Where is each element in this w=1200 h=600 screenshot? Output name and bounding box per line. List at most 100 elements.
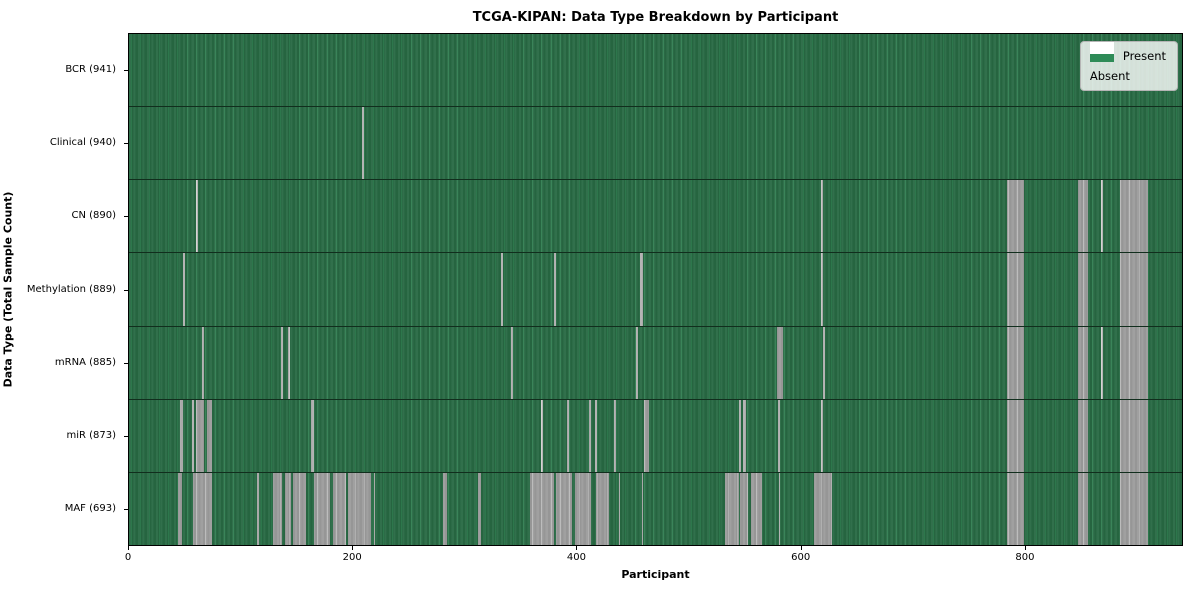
absent-stripe [743,399,746,472]
absent-stripe [575,472,592,545]
absent-stripe [820,180,823,253]
row-cn [129,179,1182,253]
absent-stripe [1007,326,1025,399]
absent-stripe [822,326,826,399]
absent-stripe [510,326,513,399]
absent-stripe [556,472,573,545]
absent-stripe [443,472,447,545]
absent-stripe [287,326,291,399]
absent-stripe [1007,253,1025,326]
absent-stripe [813,472,832,545]
absent-stripe [1120,326,1149,399]
absent-stripe [641,472,643,545]
absent-stripe [1077,472,1088,545]
legend-entry-absent: Absent [1089,42,1166,83]
x-tick-mark [128,546,129,550]
absent-stripe [281,326,284,399]
x-tick-label-200: 200 [342,552,362,563]
absent-stripe [1120,253,1149,326]
absent-stripe [348,472,371,545]
absent-stripe [1077,253,1088,326]
row-maf [129,471,1182,545]
y-tick-mark [124,216,128,218]
y-tick-label-clinical: Clinical (940) [49,136,116,148]
y-tick-label-bcr: BCR (941) [65,63,116,75]
absent-stripe [619,472,621,545]
absent-stripe [191,399,194,472]
absent-stripe [1007,399,1025,472]
absent-stripe [500,253,503,326]
absent-stripe [635,326,639,399]
absent-stripe [1101,180,1103,253]
y-tick-label-cn: CN (890) [71,210,116,222]
absent-stripe [1120,180,1149,253]
absent-stripe [554,253,557,326]
x-tick-mark [576,546,578,550]
y-tick-mark [124,69,128,71]
absent-stripe [738,399,742,472]
absent-stripe [820,399,823,472]
absent-stripe [595,472,610,545]
y-tick-mark [124,362,128,364]
x-tick-mark [352,546,354,550]
y-tick-label-methylation: Methylation (889) [26,283,116,295]
legend: Present Absent [1079,41,1178,91]
x-tick-label-0: 0 [124,552,132,563]
y-tick-label-mrna: mRNA (885) [54,356,116,368]
legend-label-absent: Absent [1089,69,1130,83]
absent-stripe [588,399,592,472]
absent-stripe [778,399,781,472]
absent-stripe [725,472,739,545]
x-tick-mark [1024,546,1026,550]
absent-stripe [1007,472,1025,545]
absent-stripe [273,472,283,545]
absent-stripe [1120,472,1149,545]
absent-stripe [540,399,544,472]
row-mir [129,398,1182,472]
absent-stripe [374,472,376,545]
absent-stripe [594,399,597,472]
absent-stripe [256,472,259,545]
absent-stripe [293,472,306,545]
absent-stripe [201,326,204,399]
absent-stripe [1077,180,1088,253]
y-tick-mark [124,289,128,291]
absent-stripe [196,399,204,472]
absent-stripe [529,472,555,545]
y-tick-mark [124,509,128,511]
plot-area: Present Absent [128,33,1183,546]
absent-stripe [1077,326,1088,399]
chart-title: TCGA-KIPAN: Data Type Breakdown by Parti… [472,10,839,25]
x-tick-label-600: 600 [791,552,811,563]
y-tick-mark [124,142,128,144]
absent-stripe [1101,326,1103,399]
absent-stripe [361,107,364,180]
x-tick-label-800: 800 [1015,552,1035,563]
absent-stripe [180,399,183,472]
y-tick-label-mir: miR (873) [66,430,116,442]
row-mrna [129,325,1182,399]
absent-stripe [311,399,314,472]
y-tick-mark [124,436,128,438]
absent-stripe [332,472,347,545]
absent-stripe [613,399,616,472]
absent-stripe [313,472,331,545]
absent-stripe [1120,399,1149,472]
x-axis-label: Participant [621,568,690,581]
absent-swatch-icon [1089,42,1114,54]
row-methylation [129,252,1182,326]
absent-stripe [178,472,182,545]
absent-stripe [196,180,199,253]
absent-stripe [1077,399,1088,472]
absent-stripe [751,472,763,545]
absent-stripe [779,472,781,545]
absent-stripe [640,253,643,326]
x-tick-mark [800,546,802,550]
absent-stripe [1007,180,1025,253]
x-tick-label-400: 400 [566,552,586,563]
absent-stripe [192,472,212,545]
absent-stripe [643,399,650,472]
y-tick-label-maf: MAF (693) [64,503,116,515]
absent-stripe [207,399,212,472]
